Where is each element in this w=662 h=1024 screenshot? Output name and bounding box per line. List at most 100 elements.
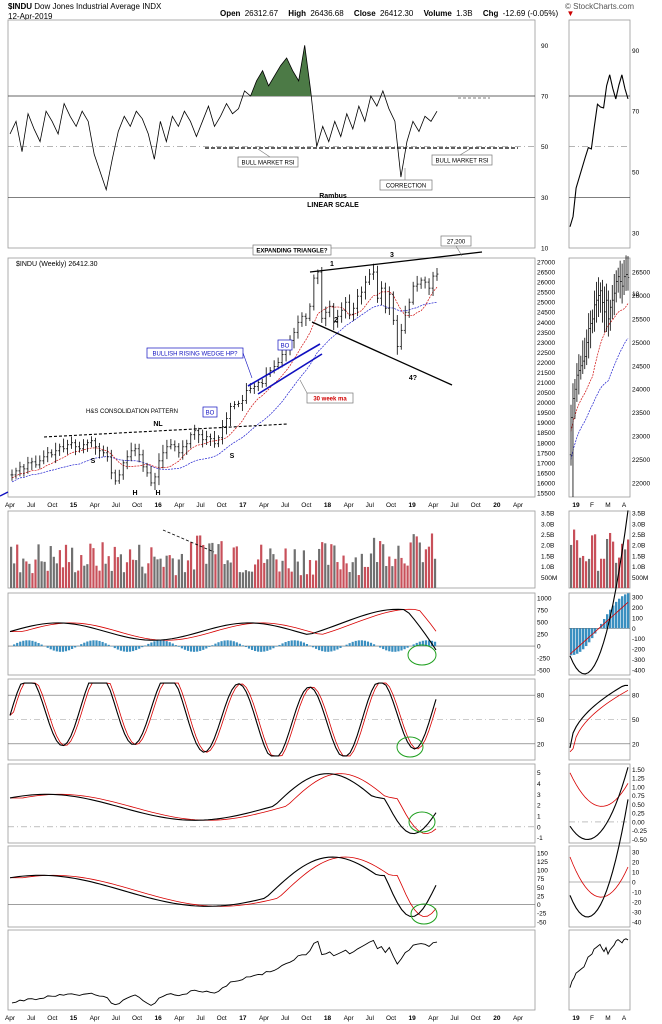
shoulder-right-label: S	[230, 453, 235, 460]
macd-hist-bar	[269, 646, 272, 650]
volume-bar	[101, 542, 104, 588]
volume-bar	[250, 571, 254, 588]
price-tick-0: 27000	[537, 260, 555, 267]
macd-hist-bar	[226, 640, 229, 647]
price-bar	[296, 315, 300, 339]
price-xtick-19: 19	[409, 502, 417, 509]
daily-frame-line	[568, 929, 631, 1011]
cci-green-circle	[410, 903, 438, 925]
symbol: $INDU	[8, 2, 33, 11]
price-xtick-23: 20	[493, 502, 501, 509]
price-bar	[427, 278, 431, 295]
price-bar	[340, 302, 344, 323]
price-bar	[415, 275, 419, 292]
volume-bar	[189, 542, 193, 588]
volume-bar	[16, 544, 19, 588]
stoch-line	[9, 682, 437, 757]
daily-stoch-line	[569, 684, 628, 748]
volume-bar	[412, 534, 415, 588]
macd-line	[9, 608, 437, 651]
volume-bar	[43, 561, 46, 588]
volume-bar	[232, 547, 235, 588]
head-label-2: H	[155, 490, 160, 497]
rsi-right-tick-0: 90	[632, 48, 640, 55]
bull-rsi-pointer-2	[459, 148, 471, 156]
macd-hist-bar	[113, 646, 116, 649]
macd-hist-bar	[31, 640, 34, 647]
macd-hist-bar	[403, 646, 406, 650]
volume-bar	[433, 558, 437, 588]
price-xtick-5: Jul	[112, 502, 121, 509]
price-bar	[360, 286, 364, 305]
macd-hist-bar	[193, 646, 196, 652]
macd-hist-bar	[128, 646, 132, 652]
volume-bar	[354, 557, 357, 588]
target-27200-label: 27,200	[447, 240, 466, 246]
price-bar	[105, 446, 109, 462]
macd-right-tick-0: 300	[632, 595, 643, 602]
macd-hist-bar	[244, 646, 248, 648]
macd-hist-bar	[150, 642, 153, 647]
price-bar	[26, 456, 30, 474]
chg-label: Chg	[482, 9, 499, 18]
volume-bar	[156, 559, 159, 588]
volume-bar	[284, 548, 287, 588]
volume-tick-1: 3.0B	[541, 521, 554, 528]
price-tick-1: 26500	[537, 270, 555, 277]
cci-tick-3: 75	[537, 876, 545, 883]
daily-macd-hist-bar	[576, 628, 579, 654]
daily-bottom-xtick-2: M	[605, 1015, 610, 1022]
volume-bar	[61, 567, 65, 588]
volume-bar	[183, 572, 187, 588]
price-bar	[217, 435, 221, 448]
triangle-lower-line	[311, 321, 453, 386]
daily-macd-hist-bar	[588, 628, 591, 643]
volume-bar	[107, 556, 110, 588]
price-bar	[352, 302, 356, 321]
chg-value: -12.69 (-0.05%)	[502, 9, 559, 18]
macd-hist-bar	[83, 642, 86, 647]
volume-bar	[153, 556, 156, 588]
price-xtick-2: Oct	[47, 502, 57, 509]
volume-trend-line	[162, 529, 215, 553]
macd-hist-bar	[293, 640, 296, 647]
volume-bar	[67, 562, 71, 588]
daily-cci-line	[569, 799, 629, 918]
ppo-tick-1: 4	[537, 781, 541, 788]
bottom-xtick-16: Apr	[344, 1015, 355, 1022]
ma-red-line	[11, 286, 438, 479]
macd-hist-bar	[58, 646, 61, 652]
30-week-ma-label-box	[306, 392, 354, 404]
volume-bar	[144, 573, 147, 588]
price-xtick-24: Apr	[513, 502, 524, 509]
macd-hist-bar	[125, 646, 129, 652]
ppo-tick-2: 3	[537, 792, 541, 799]
macd-hist-bar	[86, 641, 89, 647]
macd-hist-bar	[214, 643, 217, 647]
price-xtick-14: Oct	[301, 502, 311, 509]
exchange: INDX	[142, 2, 162, 11]
price-bar	[54, 442, 58, 464]
wedge-lower-line	[257, 353, 323, 395]
daily-macd-hist-bar	[621, 596, 624, 629]
volume-bar	[28, 563, 31, 588]
bottom-xtick-14: Oct	[301, 1015, 311, 1022]
macd-hist-bar	[180, 646, 183, 649]
bull-market-rsi-label-1: BULL MARKET RSI	[241, 161, 294, 167]
source-credit: © StockCharts.com	[565, 2, 635, 11]
volume-bar	[427, 546, 431, 588]
head-label-1: H	[132, 490, 137, 497]
ppo-tick-0: 5	[537, 770, 541, 777]
macd-hist-bar	[208, 646, 211, 647]
daily-frame-cci	[568, 845, 631, 928]
volume-bar	[327, 564, 330, 588]
correction-label: CORRECTION	[386, 184, 426, 190]
ppo-tick-5: 0	[537, 824, 541, 831]
volume-bar	[22, 558, 25, 588]
price-bar	[74, 439, 78, 456]
macd-hist-bar	[174, 645, 177, 647]
bottom-xtick-17: Jul	[366, 1015, 375, 1022]
volume-bar	[244, 570, 248, 588]
stoch-green-circle	[396, 736, 424, 758]
